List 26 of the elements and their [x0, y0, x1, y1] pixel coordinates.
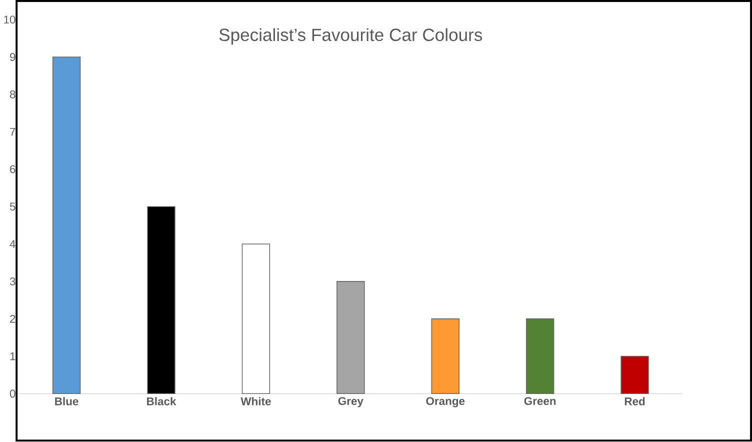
x-tick-label: Grey: [338, 397, 364, 408]
bar: [52, 56, 81, 394]
x-tick-label: Blue: [55, 397, 78, 406]
y-tick-label: 3: [10, 278, 16, 286]
y-tick-label: 4: [10, 240, 16, 248]
x-tick-label: Orange: [426, 397, 465, 408]
y-tick-label: 5: [10, 202, 16, 211]
bar: [620, 356, 649, 394]
bar: [147, 206, 176, 394]
y-tick-label: 2: [10, 315, 16, 323]
x-tick-label: Black: [147, 397, 176, 406]
bar: [242, 244, 270, 394]
bar: [431, 318, 460, 394]
y-tick-label: 7: [10, 128, 16, 136]
chart-title: Specialist’s Favourite Car Colours: [219, 28, 482, 45]
y-tick-label: 1: [10, 352, 16, 360]
y-tick-label: 10: [4, 16, 16, 24]
bar: [336, 281, 365, 394]
x-tick-label: White: [240, 397, 271, 406]
x-tick-label: Green: [524, 397, 556, 406]
x-tick-label: Red: [624, 397, 645, 406]
y-tick-label: 9: [10, 53, 16, 62]
y-tick-label: 6: [10, 165, 16, 174]
bar: [526, 318, 554, 394]
y-tick-label: 0: [10, 390, 16, 398]
y-tick-label: 8: [10, 90, 16, 99]
